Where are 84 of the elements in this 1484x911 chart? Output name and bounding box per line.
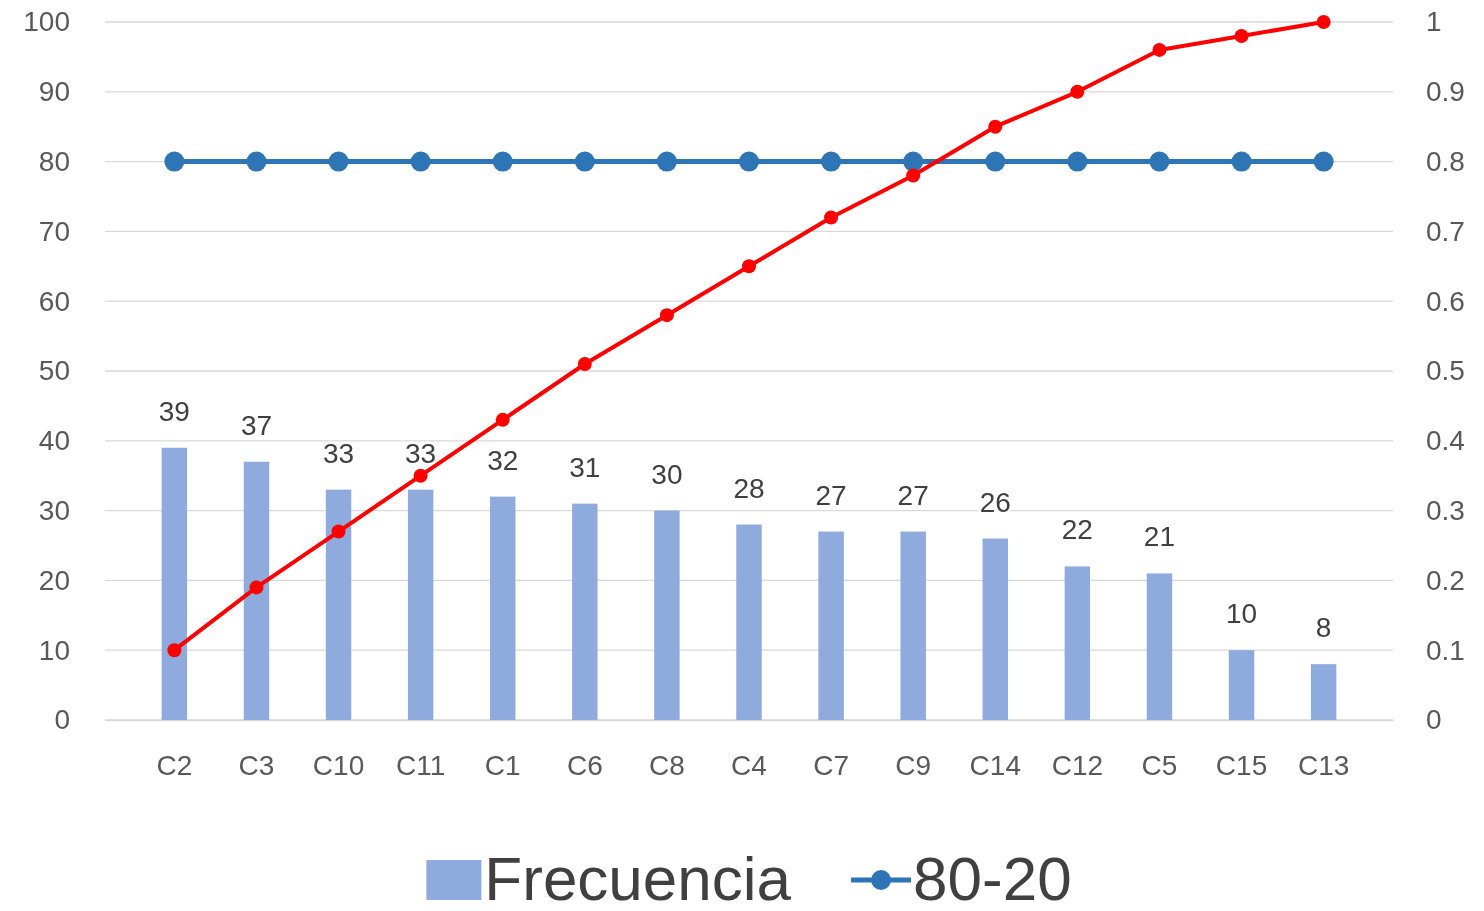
bar	[1310, 664, 1337, 720]
x-tick-label: C4	[731, 749, 767, 781]
x-tick-label: C2	[156, 749, 193, 781]
point	[659, 308, 674, 323]
y2-tick-label: 0.1	[1426, 634, 1465, 666]
point	[742, 259, 756, 274]
x-tick-label: C8	[649, 749, 685, 781]
bar	[572, 503, 598, 720]
x-tick-label: C14	[969, 749, 1021, 781]
legend-label: 80-20	[913, 844, 1072, 911]
y-tick-label: 20	[38, 564, 70, 596]
y2-tick-label: 0.2	[1426, 564, 1465, 596]
point	[413, 468, 428, 483]
point	[495, 412, 510, 427]
point	[1070, 84, 1085, 99]
y-tick-label: 30	[38, 495, 70, 527]
point	[167, 643, 182, 658]
data-label: 33	[322, 437, 355, 469]
y2-tick-label: 0.4	[1426, 425, 1465, 457]
y-tick-label: 10	[38, 634, 70, 666]
x-tick-label: C5	[1141, 749, 1178, 781]
x-tick-label: C6	[566, 749, 603, 781]
data-label: 30	[651, 458, 683, 490]
data-label: 8	[1315, 612, 1332, 644]
x-tick-label: C9	[895, 749, 932, 781]
y2-tick-label: 0.8	[1426, 146, 1465, 178]
point	[906, 168, 921, 183]
y2-tick-label: 0.3	[1426, 495, 1465, 527]
y2-tick-label: 0.6	[1426, 285, 1465, 317]
y2-tick-label: 0.9	[1426, 76, 1465, 108]
data-label: 21	[1143, 521, 1176, 553]
bar	[982, 538, 1008, 720]
point	[249, 580, 264, 595]
bar	[243, 461, 270, 720]
data-label: 10	[1225, 598, 1258, 630]
y-tick-label: 80	[38, 146, 70, 178]
y-tick-label: 60	[38, 285, 70, 317]
data-label: 27	[815, 479, 847, 511]
point	[331, 524, 346, 539]
bar	[325, 489, 352, 720]
bar	[1064, 566, 1091, 720]
y-tick-label: 100	[23, 6, 70, 38]
x-tick-label: C11	[395, 749, 446, 781]
point	[577, 357, 592, 372]
x-tick-label: C1	[484, 749, 521, 781]
bar	[407, 489, 434, 720]
bar	[1146, 573, 1173, 720]
y2-tick-label: 0	[1426, 704, 1442, 736]
bar	[736, 524, 762, 720]
bar	[161, 447, 188, 720]
bar	[654, 510, 680, 720]
point	[988, 119, 1003, 134]
data-label: 22	[1061, 514, 1093, 546]
data-label: 32	[487, 444, 519, 476]
y-tick-label: 50	[38, 355, 70, 387]
point	[1152, 42, 1167, 57]
x-tick-label: C13	[1297, 749, 1350, 781]
data-label: 26	[979, 486, 1011, 518]
bar	[900, 531, 926, 720]
bar	[1228, 650, 1255, 720]
y-tick-label: 0	[54, 704, 70, 736]
x-tick-label: C10	[312, 749, 365, 781]
data-label: 37	[240, 409, 273, 441]
legend-label: Frecuencia	[484, 844, 792, 911]
x-tick-label: C15	[1215, 749, 1268, 781]
data-label: 31	[569, 451, 601, 483]
y2-tick-label: 0.7	[1426, 215, 1465, 247]
point	[824, 210, 839, 225]
y-tick-label: 70	[38, 215, 70, 247]
y-tick-label: 90	[38, 76, 70, 108]
x-tick-label: C7	[813, 749, 849, 781]
y-tick-label: 40	[38, 425, 70, 457]
x-tick-label: C12	[1051, 749, 1104, 781]
data-label: 39	[158, 395, 190, 427]
bar	[490, 496, 516, 720]
point	[1316, 15, 1331, 29]
data-label: 33	[405, 437, 437, 469]
y2-tick-label: 1	[1426, 6, 1442, 38]
point	[1234, 28, 1249, 43]
data-label: 27	[897, 479, 929, 511]
data-label: 28	[733, 472, 765, 504]
x-tick-label: C3	[238, 749, 275, 781]
y2-tick-label: 0.5	[1426, 355, 1465, 387]
bar	[818, 531, 844, 720]
